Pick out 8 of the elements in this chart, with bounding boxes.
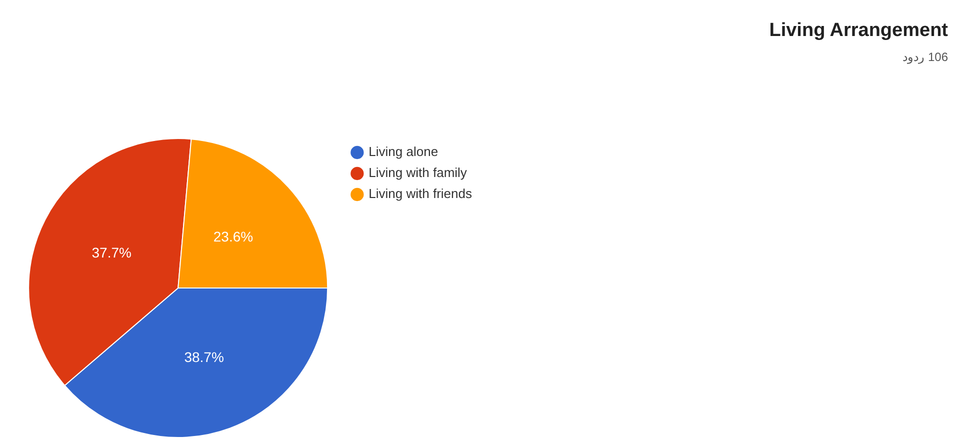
legend-label: Living with friends xyxy=(368,186,472,202)
data-label: 23.6% xyxy=(213,228,254,244)
text: 106 ردود xyxy=(902,50,948,64)
data-label: 38.7% xyxy=(184,348,224,365)
data-label: 37.7% xyxy=(92,244,132,261)
legend-label: Living with family xyxy=(368,165,468,180)
legend-label: Living alone xyxy=(368,144,438,160)
text: Living Arrangement xyxy=(769,20,948,42)
